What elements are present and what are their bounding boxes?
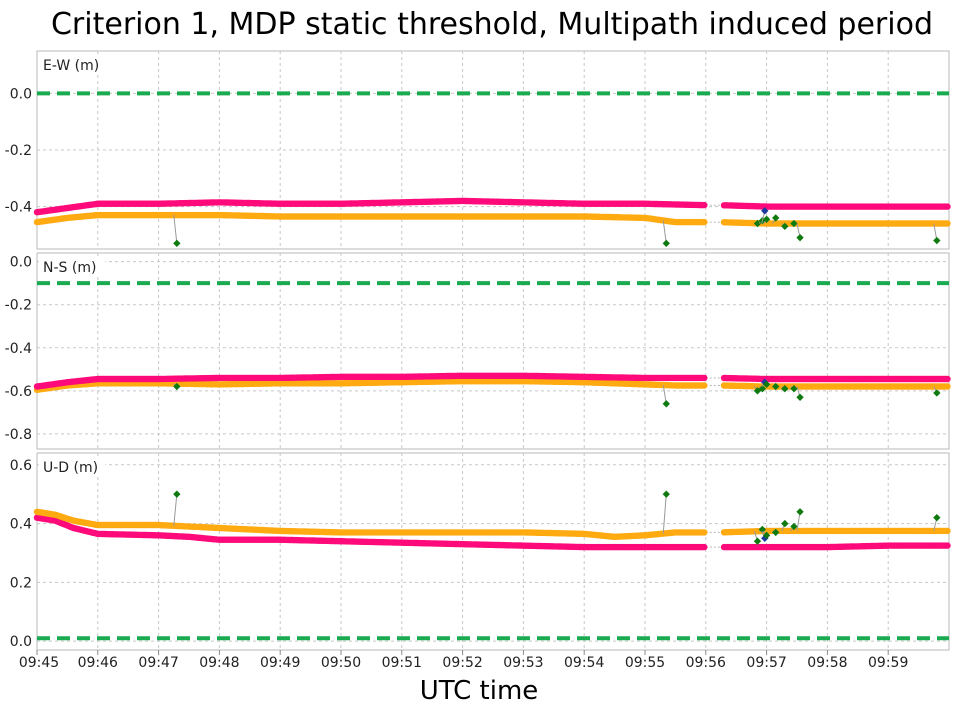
marker-point: [790, 522, 798, 531]
marker-point: [662, 400, 670, 408]
marker-point: [790, 385, 798, 393]
panel-label-bg: [39, 55, 105, 75]
y-tick-label: 0.0: [10, 634, 32, 650]
series-point: [944, 542, 951, 549]
series-point: [701, 529, 708, 536]
marker-point: [753, 219, 762, 228]
y-tick-label: 0.0: [10, 86, 32, 102]
x-tick-label: 09:57: [746, 655, 786, 671]
x-tick-label: 09:50: [321, 655, 361, 671]
series-point: [701, 543, 708, 551]
markers: [173, 490, 941, 545]
panel-1: 0.0 -0.2 -0.4 -0.6 -0.8 N-S (m): [5, 252, 951, 450]
marker-spike: [662, 494, 667, 534]
marker-point: [781, 519, 789, 528]
marker-point: [933, 236, 941, 245]
y-tick-label: -0.2: [5, 143, 32, 159]
y-tick-label: -0.4: [5, 200, 32, 216]
series-orange: [33, 211, 951, 227]
panel-label-bg: [39, 457, 105, 477]
y-tick-label: 0.6: [10, 458, 32, 474]
x-tick-label: 09:55: [625, 655, 665, 671]
series-point: [944, 375, 951, 383]
x-tick-label: 09:58: [807, 655, 847, 671]
y-tick-label: -0.6: [5, 384, 32, 400]
x-tick-label: 09:53: [503, 655, 543, 671]
x-tick-label: 09:56: [686, 655, 726, 671]
marker-point: [781, 222, 789, 231]
panel-2: 0.6 0.4 0.2 0.0 U-D (m): [10, 452, 951, 651]
x-tick-label: 09:45: [19, 655, 59, 671]
marker-point: [933, 389, 941, 397]
marker-point: [762, 215, 771, 223]
panel-frame: [36, 452, 950, 651]
x-tick-label: 09:47: [138, 655, 178, 671]
panel-0: 0.0 -0.2 -0.4 E-W (m): [5, 50, 951, 250]
marker-spike: [796, 511, 801, 531]
marker-point: [772, 528, 780, 537]
marker-point: [933, 514, 941, 522]
marker-point: [796, 234, 804, 242]
series-point: [944, 220, 951, 227]
marker-point: [173, 239, 181, 248]
x-tick-label: 09:52: [442, 655, 482, 671]
series-point: [701, 382, 708, 389]
marker-point: [761, 207, 769, 215]
y-tick-label: 0.2: [10, 575, 32, 591]
series-point: [944, 383, 951, 390]
series-point: [944, 203, 951, 210]
marker-spike: [662, 220, 667, 244]
marker-point: [781, 385, 789, 393]
series-magenta: [33, 197, 951, 216]
chart-title: Criterion 1, MDP static threshold, Multi…: [51, 7, 933, 42]
x-axis: 09:45 09:46 09:47 09:48 09:49 09:50 09:51 09:52…: [19, 650, 908, 671]
gap-connectors: [705, 531, 725, 548]
marker-point: [772, 382, 780, 391]
marker-point: [173, 382, 181, 391]
panel-label-bg: [39, 257, 105, 277]
x-axis-title: UTC time: [420, 676, 539, 706]
x-tick-label: 09:48: [199, 655, 239, 671]
gap-connectors: [705, 377, 725, 387]
y-tick-label: -0.2: [5, 298, 32, 314]
panel-frame: [36, 252, 950, 450]
series-magenta: [33, 514, 951, 551]
series-orange: [33, 508, 951, 540]
marker-point: [662, 239, 670, 248]
panels: 0.0 -0.2 -0.4 E-W (m) 0.0 -0.2 -0.4 -0.6 -0.8 N-S…: [5, 50, 951, 651]
panel-label: E-W (m): [43, 58, 99, 74]
x-tick-label: 09:54: [564, 655, 604, 671]
marker-point: [758, 385, 767, 393]
marker-point: [790, 219, 798, 228]
series-magenta: [33, 372, 951, 390]
series-point: [944, 527, 951, 535]
marker-spike: [173, 494, 178, 526]
panel-label: U-D (m): [43, 460, 98, 476]
y-tick-label: -0.4: [5, 341, 32, 357]
marker-point: [662, 490, 670, 498]
markers: [173, 378, 941, 408]
gap-connectors: [705, 204, 725, 223]
x-tick-label: 09:59: [868, 655, 908, 671]
y-tick-label: 0.4: [10, 517, 32, 533]
series-point: [701, 201, 708, 209]
y-tick-label: -0.8: [5, 427, 32, 443]
marker-point: [173, 490, 181, 498]
marker-point: [762, 380, 771, 389]
panel-label: N-S (m): [43, 260, 96, 276]
marker-point: [762, 531, 771, 540]
marker-point: [753, 537, 762, 545]
markers: [173, 207, 941, 248]
marker-point: [796, 508, 804, 516]
x-tick-label: 09:46: [78, 655, 118, 671]
y-tick-label: 0.0: [10, 255, 32, 271]
series-point: [701, 218, 708, 226]
marker-spike: [173, 215, 178, 244]
x-tick-label: 09:51: [382, 655, 422, 671]
series-point: [701, 374, 708, 382]
marker-point: [796, 393, 804, 401]
x-tick-label: 09:49: [260, 655, 300, 671]
